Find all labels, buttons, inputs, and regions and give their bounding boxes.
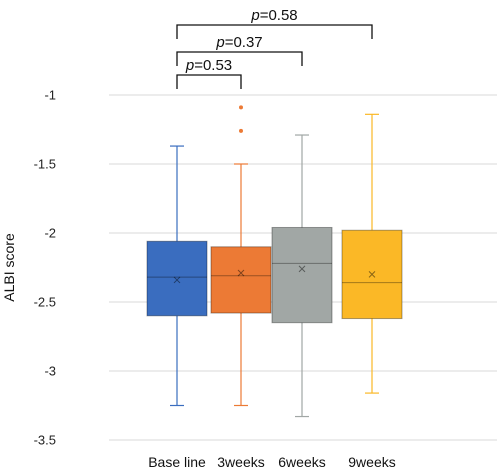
p-value-label: p=0.37 [215, 34, 262, 51]
mean-marker [237, 269, 245, 277]
x-axis-categories: Base line 3weeks 6weeks 9weeks [148, 454, 396, 470]
p-value-brackets: p=0.53 p=0.37 p=0.58 [176, 7, 373, 89]
mean-marker [368, 271, 376, 278]
box-3weeks [210, 105, 272, 407]
y-axis-label: ALBI score [1, 233, 17, 302]
box-iqr [146, 240, 208, 317]
y-axis-ticks: -1 -1.5 -2 -2.5 -3 -3.5 [34, 88, 56, 448]
p-value-label: p=0.58 [250, 7, 297, 24]
box-6weeks [271, 134, 333, 418]
y-tick-label: -2 [44, 226, 56, 241]
bracket-line [176, 74, 242, 89]
x-category-label: 3weeks [217, 454, 264, 470]
y-tick-label: -3.5 [34, 433, 56, 448]
bracket-3weeks: p=0.53 [176, 57, 242, 89]
outlier-point [239, 105, 243, 110]
box-9weeks [341, 113, 403, 394]
mean-marker [173, 276, 181, 284]
y-tick-label: -3 [44, 364, 56, 379]
mean-marker [298, 265, 306, 273]
bracket-9weeks: p=0.58 [176, 7, 373, 39]
box-iqr [341, 229, 403, 320]
box-base-line [146, 145, 208, 407]
boxes [146, 105, 403, 418]
x-category-label: 6weeks [278, 454, 325, 470]
bracket-line [176, 24, 373, 39]
y-tick-label: -1 [44, 88, 56, 103]
y-tick-label: -2.5 [34, 295, 56, 310]
outlier-point [239, 128, 243, 133]
x-category-label: 9weeks [348, 454, 395, 470]
p-value-label: p=0.53 [185, 57, 232, 74]
bracket-line [176, 51, 303, 66]
y-tick-label: -1.5 [34, 157, 56, 172]
x-category-label: Base line [148, 454, 206, 470]
bracket-6weeks: p=0.37 [176, 34, 303, 66]
box-iqr [210, 246, 272, 314]
box-iqr [271, 226, 333, 324]
